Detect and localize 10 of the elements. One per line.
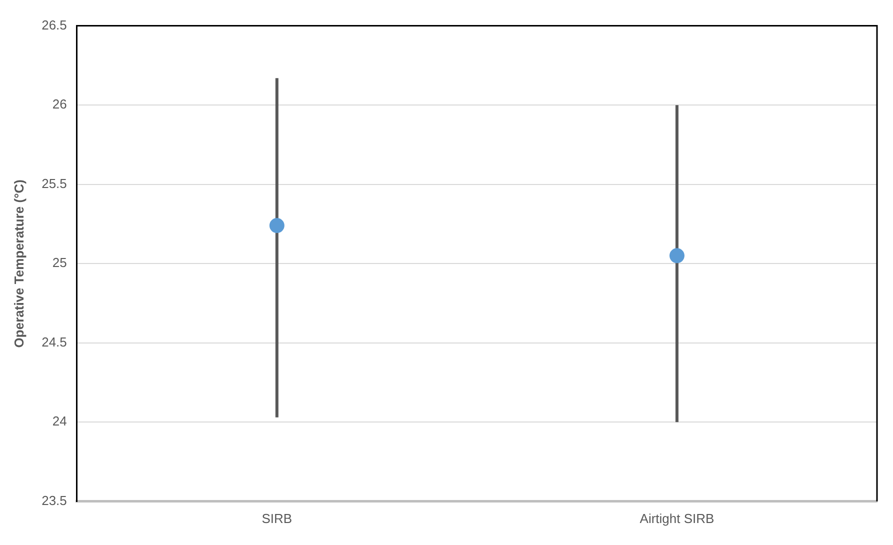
y-tick-label: 24.5 [42,334,67,350]
y-tick-label: 26 [52,96,67,112]
y-tick-label: 23.5 [42,492,67,508]
y-tick-label: 25 [52,255,67,270]
y-tick-label: 26.5 [42,17,67,32]
x-tick-label: Airtight SIRB [640,510,714,526]
y-tick-label: 24 [52,414,67,429]
y-axis-title: Operative Temperature (°C) [11,179,26,348]
x-tick-label: SIRB [262,510,292,526]
y-tick-label: 25.5 [42,176,67,191]
